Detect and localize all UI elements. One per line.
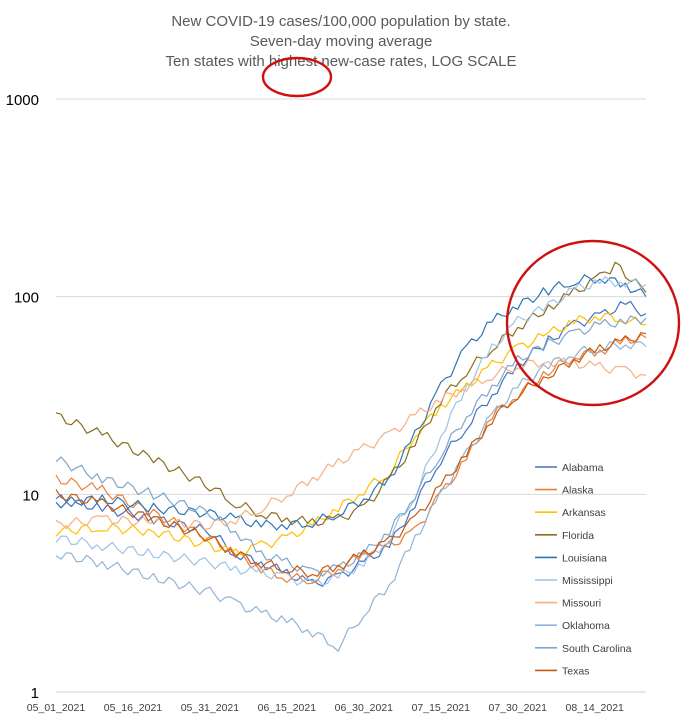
y-tick-label: 10 xyxy=(22,487,39,504)
series-line-arkansas xyxy=(55,312,647,556)
y-tick-label: 1000 xyxy=(6,92,39,109)
series-line-florida xyxy=(55,261,647,527)
y-tick-label: 100 xyxy=(14,290,39,307)
legend-label: Oklahoma xyxy=(562,620,610,632)
plot-series xyxy=(55,261,647,652)
legend-label: South Carolina xyxy=(562,643,632,655)
series-line-mississippi xyxy=(55,276,647,586)
legend-label: Mississippi xyxy=(562,575,613,587)
x-tick-label: 07_15_2021 xyxy=(412,702,471,714)
title-line: New COVID-19 cases/100,000 population by… xyxy=(171,13,510,30)
series-line-oklahoma xyxy=(55,340,647,652)
title-line: Ten states with highest new-case rates, … xyxy=(166,53,517,70)
x-tick-label: 07_30_2021 xyxy=(489,702,548,714)
annotation-circle-plot xyxy=(505,239,681,407)
series-line-south-carolina xyxy=(55,315,647,577)
title-line: Seven-day moving average xyxy=(250,33,433,50)
legend-label: Alaska xyxy=(562,485,594,497)
series-line-missouri xyxy=(55,357,647,530)
x-tick-label: 05_31_2021 xyxy=(181,702,240,714)
x-tick-label: 05_01_2021 xyxy=(27,702,86,714)
annotation-circle-title xyxy=(261,56,333,98)
x-tick-label: 08_14_2021 xyxy=(565,702,624,714)
legend-label: Texas xyxy=(562,665,589,677)
legend-label: Louisiana xyxy=(562,552,607,564)
series-line-texas xyxy=(55,332,647,578)
x-axis: 05_01_2021 05_16_2021 05_31_2021 06_15_2021… xyxy=(27,702,624,714)
x-tick-label: 05_16_2021 xyxy=(104,702,163,714)
x-tick-label: 06_30_2021 xyxy=(335,702,394,714)
series-line-louisiana xyxy=(55,274,647,531)
y-tick-label: 1 xyxy=(31,685,39,702)
legend: Alabama Alaska Arkansas Florida Louisiana Mis… xyxy=(535,462,632,677)
annotations xyxy=(261,56,681,407)
x-tick-label: 06_15_2021 xyxy=(258,702,317,714)
legend-label: Arkansas xyxy=(562,507,606,519)
series-line-alaska xyxy=(55,333,647,585)
legend-label: Florida xyxy=(562,530,594,542)
gridlines xyxy=(56,98,646,693)
y-axis: 1 10 100 1000 xyxy=(6,92,39,702)
legend-label: Missouri xyxy=(562,598,601,610)
legend-label: Alabama xyxy=(562,462,604,474)
chart-title: New COVID-19 cases/100,000 population by… xyxy=(166,13,517,70)
